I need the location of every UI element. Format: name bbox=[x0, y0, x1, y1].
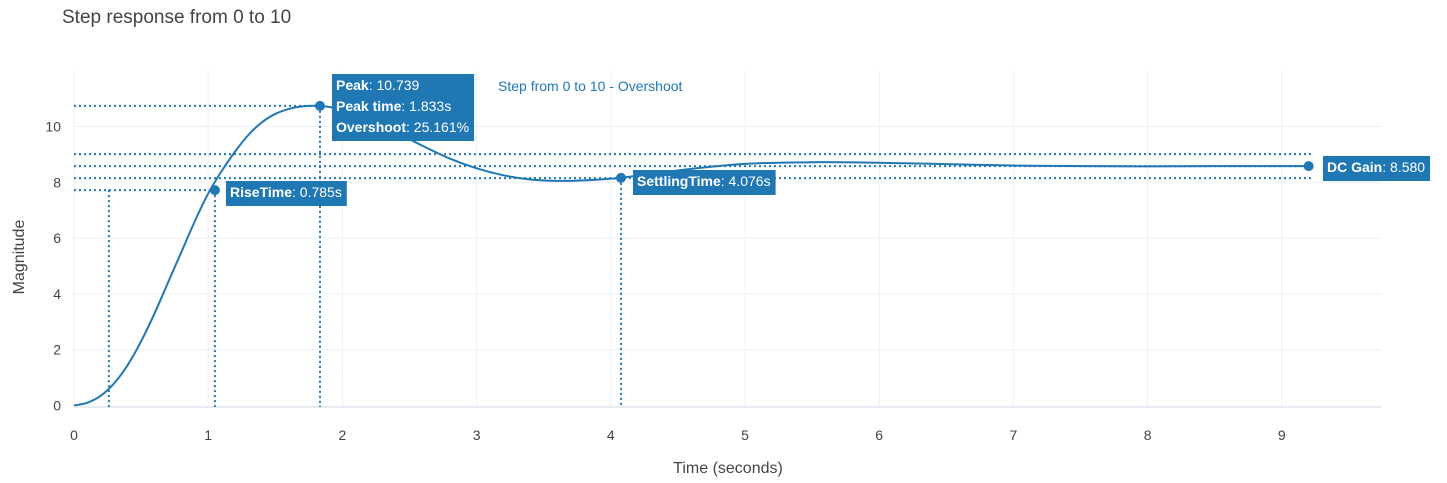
peak-annotation-line: Peak: 10.739 bbox=[336, 77, 420, 93]
peak-annotation-line: Peak time: 1.833s bbox=[336, 98, 451, 114]
rise-time-annotation-bg bbox=[226, 181, 347, 206]
dc-gain-annotation-line: DC Gain: 8.580 bbox=[1327, 159, 1425, 175]
peak-marker bbox=[314, 100, 325, 111]
marker-layer bbox=[209, 100, 1314, 196]
x-tick-label: 5 bbox=[741, 427, 749, 443]
step-response-line bbox=[73, 104, 1309, 407]
rise-time-annotation-line: RiseTime: 0.785s bbox=[230, 184, 342, 200]
x-tick-label: 1 bbox=[204, 427, 212, 443]
y-axis-title: Magnitude bbox=[11, 220, 28, 295]
x-tick-label: 2 bbox=[339, 427, 347, 443]
x-tick-label: 6 bbox=[875, 427, 883, 443]
rise-time-marker bbox=[209, 185, 220, 196]
settling-time-annotation-line: SettlingTime: 4.076s bbox=[637, 173, 771, 189]
axes: 0 1 2 3 4 5 6 7 8 9 0 2 4 6 8 10 bbox=[45, 71, 1381, 443]
dc-gain-annotation: DC Gain: 8.580 bbox=[1323, 156, 1431, 181]
x-tick-label: 3 bbox=[473, 427, 481, 443]
settling-time-annotation-bg bbox=[633, 170, 776, 195]
x-tick-label: 0 bbox=[70, 427, 78, 443]
y-tick-label: 2 bbox=[53, 342, 61, 358]
settling-time-annotation: SettlingTime: 4.076s bbox=[633, 170, 776, 195]
y-tick-label: 8 bbox=[53, 174, 61, 190]
y-tick-label: 6 bbox=[53, 230, 61, 246]
dc-gain-annotation-bg bbox=[1323, 156, 1431, 181]
y-tick-label: 4 bbox=[53, 286, 61, 302]
peak-annotation-line: Overshoot: 25.161% bbox=[336, 119, 469, 135]
settling-time-marker bbox=[615, 172, 626, 183]
series-layer bbox=[73, 104, 1309, 407]
chart-title: Step response from 0 to 10 bbox=[62, 7, 291, 28]
legend-series-label: Step from 0 to 10 - Overshoot bbox=[498, 78, 683, 94]
x-axis-title: Time (seconds) bbox=[673, 460, 783, 477]
grid bbox=[74, 71, 1381, 407]
rise-time-annotation: RiseTime: 0.785s bbox=[226, 181, 347, 206]
dc-gain-marker bbox=[1303, 161, 1314, 172]
x-tick-label: 4 bbox=[607, 427, 615, 443]
x-tick-label: 9 bbox=[1278, 427, 1286, 443]
y-tick-label: 0 bbox=[53, 398, 61, 414]
peak-annotation: Peak: 10.739 Peak time: 1.833s Overshoot: … bbox=[332, 74, 475, 141]
annotation-guides bbox=[74, 104, 1313, 407]
x-tick-label: 7 bbox=[1010, 427, 1018, 443]
x-tick-label: 8 bbox=[1144, 427, 1152, 443]
annotation-layer: Peak: 10.739 Peak time: 1.833s Overshoot: … bbox=[226, 74, 1431, 206]
peak-annotation-bg bbox=[332, 74, 475, 141]
y-tick-label: 10 bbox=[45, 119, 61, 135]
